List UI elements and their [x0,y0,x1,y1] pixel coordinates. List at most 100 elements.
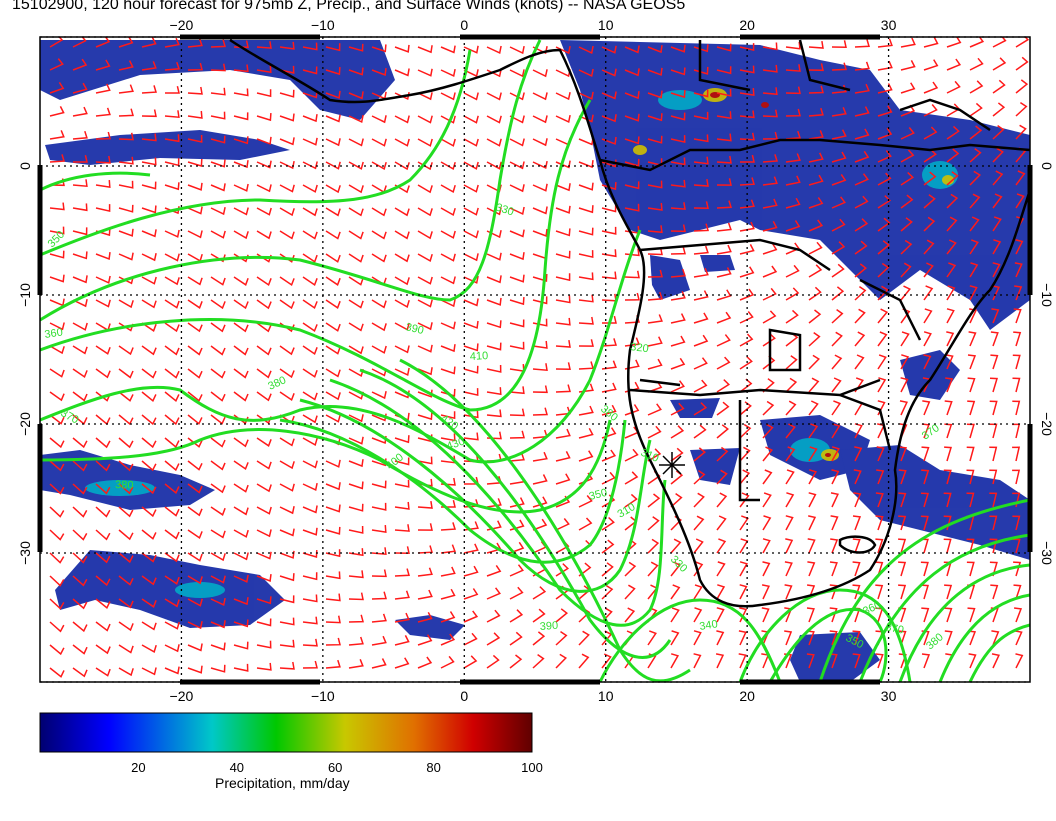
wind-barb [739,199,755,209]
wind-barb [279,368,295,379]
wind-barb [95,252,111,261]
wind-barb [831,331,843,347]
wind-barb [463,207,479,216]
wind-barb [463,320,479,329]
wind-barb [854,446,863,462]
wind-barb [601,68,617,77]
wind-barb [118,437,134,449]
wind-barb [808,492,817,508]
wind-barb [989,561,998,577]
wind-barb [921,607,930,623]
contour-label: 370 [884,621,904,637]
wind-barb [325,414,341,423]
wind-barb [72,203,88,212]
wind-barb [256,113,272,122]
wind-barb [808,152,824,163]
wind-barb [440,544,456,554]
wind-barb [716,334,731,347]
wind-barb [417,389,433,398]
longitude-tick-label: 30 [881,17,897,33]
wind-barb [969,80,984,94]
wind-barb [601,471,616,485]
wind-barb [578,114,594,123]
wind-barb [852,538,861,554]
wind-barb [785,264,800,278]
wind-barbs-layer [49,37,1030,678]
colorbar-tick-label: 60 [327,760,343,775]
wind-barb [509,654,523,669]
wind-barb [900,171,915,186]
wind-barb [233,483,249,493]
wind-barb [141,85,157,94]
wind-barb [647,403,662,416]
wind-barb [853,492,862,508]
wind-barb [417,138,433,147]
wind-barb [348,322,364,332]
wind-barb [875,653,884,669]
wind-barb [762,423,774,439]
wind-barb [1015,101,1028,117]
wind-barb [49,368,65,378]
wind-barb [302,437,318,447]
wind-barb [187,276,203,286]
wind-barb [279,437,295,447]
wind-barb [118,368,134,379]
wind-barb [1013,331,1022,347]
wind-barb [555,114,571,123]
wind-barb [992,57,1007,71]
wind-barb [325,322,341,332]
wind-barb [578,137,594,146]
wind-barb [141,552,157,563]
wind-barb [187,345,203,356]
wind-barb [830,492,839,508]
wind-barb [417,68,433,77]
wind-barb [417,299,433,308]
wind-barb [739,288,755,301]
wind-barb [670,538,682,554]
wind-barb [877,127,893,140]
wind-barb [256,437,272,447]
wind-barb [578,630,590,646]
wind-barb [256,574,272,583]
wind-barb [900,194,914,209]
wind-barb [808,286,822,301]
wind-barb [854,39,870,48]
wind-barb [785,400,797,416]
wind-barb [279,160,295,170]
wind-barb [693,538,704,554]
wind-barb [532,228,548,238]
wind-barb [875,538,884,554]
wind-barb [831,84,847,94]
wind-barb [716,88,732,97]
wind-barb [463,388,479,397]
wind-barb [486,115,502,124]
wind-barb [348,459,364,468]
wind-barb [762,446,773,462]
wind-barb [624,448,639,462]
wind-barb [164,529,180,540]
wind-barb [739,132,755,141]
wind-barb [670,470,684,485]
wind-barb [831,241,846,255]
wind-barb [164,437,180,449]
wind-barb [509,206,525,215]
wind-barb [762,310,777,324]
wind-barb [875,561,884,577]
wind-barb [693,111,709,120]
wind-barb [440,433,456,442]
wind-barb [348,614,364,623]
wind-barb [969,102,983,117]
wind-barb [371,525,387,533]
wind-barb [716,267,732,278]
wind-barb [946,239,957,255]
wind-barb [486,207,502,216]
wind-barb [141,644,157,654]
wind-barb [989,423,998,439]
wind-barb [532,206,548,215]
longitude-tick-label: 0 [460,688,468,704]
wind-barb [785,197,801,209]
wind-barb [946,285,956,301]
wind-barb [762,332,776,347]
wind-barb [578,339,594,347]
wind-barb [624,607,636,623]
